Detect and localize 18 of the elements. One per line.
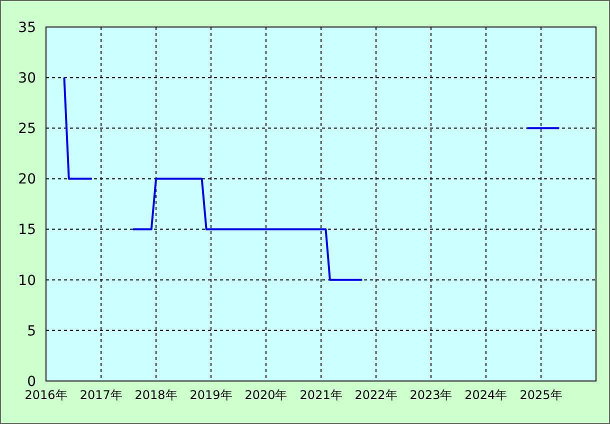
y-tick-label: 5 [27,323,36,340]
x-tick-label: 2023年 [410,388,452,402]
y-tick-label: 15 [18,222,36,238]
y-tick-label: 25 [18,121,36,138]
x-tick-label: 2025年 [520,388,562,402]
x-tick-label: 2022年 [354,388,398,402]
y-tick-label: 0 [27,374,36,390]
x-tick-label: 2020年 [244,388,288,402]
x-tick-label: 2016年 [24,388,68,402]
x-tick-label: 2021年 [300,388,342,402]
y-tick-label: 10 [18,272,36,289]
y-tick-label: 20 [18,172,36,188]
x-tick-label: 2017年 [80,388,122,402]
x-tick-label: 2024年 [464,388,508,402]
y-tick-label: 30 [18,70,36,86]
x-tick-label: 2019年 [190,388,232,402]
x-tick-label: 2018年 [134,388,178,402]
y-tick-label: 35 [18,20,36,36]
